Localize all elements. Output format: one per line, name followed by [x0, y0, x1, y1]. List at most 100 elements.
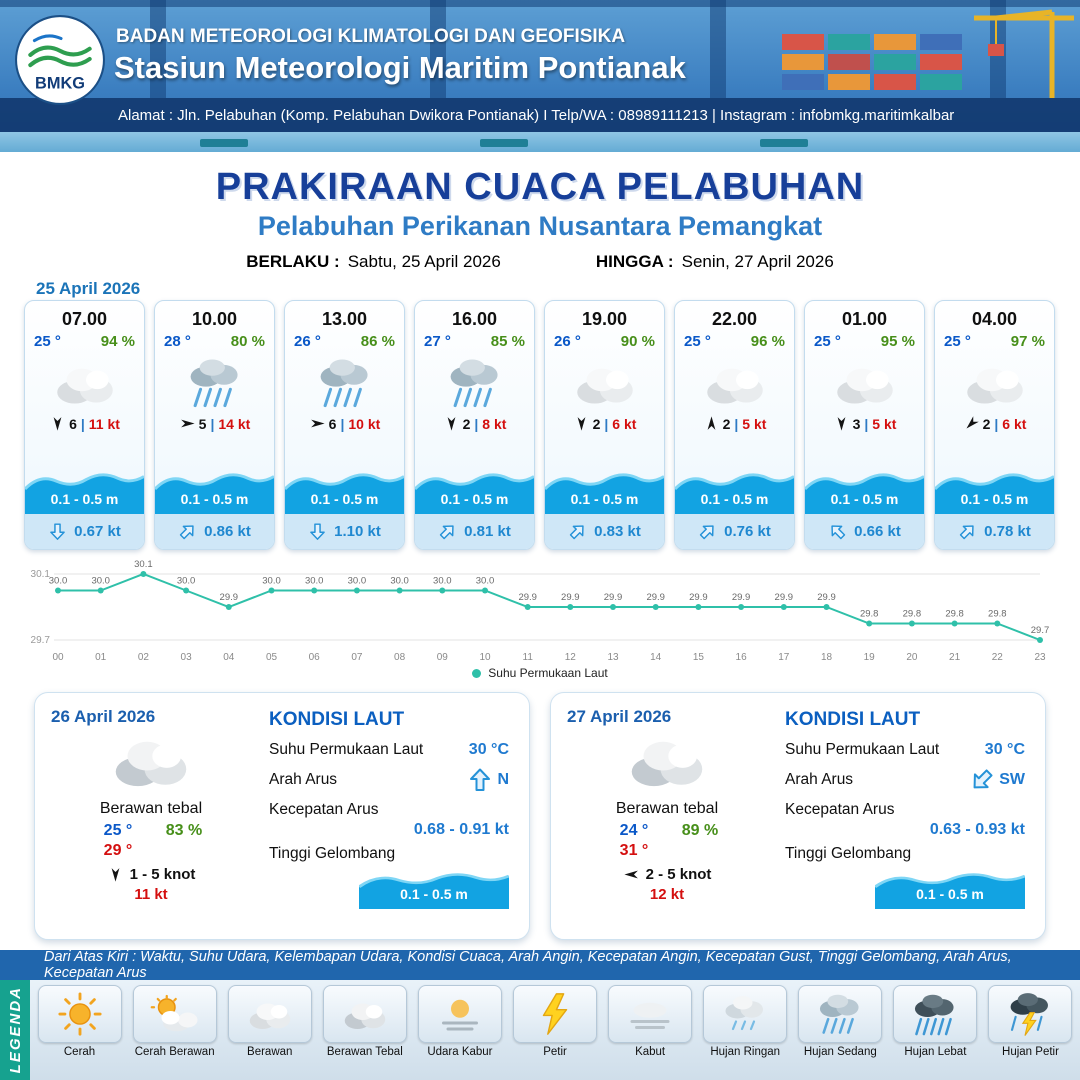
current-speed: 1.10 kt [334, 523, 381, 540]
wind-direction-icon [623, 866, 640, 883]
svg-text:18: 18 [821, 652, 833, 663]
humidity: 83 % [165, 822, 203, 839]
humidity: 85 % [490, 333, 525, 350]
current-speed-row: Kecepatan Arus [269, 801, 509, 819]
svg-text:29.8: 29.8 [860, 609, 879, 620]
legend-label: Hujan Lebat [904, 1046, 967, 1058]
separator: | [80, 415, 85, 432]
forecast-time: 01.00 [841, 309, 888, 329]
wave-height-band: 0.1 - 0.5 m [935, 464, 1054, 514]
min-temperature: 25 ° [103, 822, 133, 839]
svg-text:30.0: 30.0 [177, 576, 196, 587]
sea-conditions-heading: KONDISI LAUT [269, 709, 405, 730]
wave-height-label: Tinggi Gelombang [269, 845, 396, 862]
sea-conditions-column: KONDISI LAUT Suhu Permukaan Laut 30 °C A… [775, 707, 1025, 925]
svg-text:29.8: 29.8 [903, 609, 922, 620]
wind-speed: 6 [69, 415, 77, 432]
current-direction-label: Arah Arus [269, 771, 338, 788]
hingga-label: HINGGA : [595, 252, 674, 271]
wind-speed-range: 1 - 5 knot [129, 866, 196, 883]
temp-humidity-row: 28 ° 80 % [155, 330, 274, 350]
weather-icon [675, 353, 794, 413]
separator: | [864, 415, 869, 432]
humidity: 80 % [230, 333, 265, 350]
wave-height-value: 0.1 - 0.5 m [960, 491, 1029, 507]
legend-weather-icon [433, 991, 487, 1037]
legend-icon-box [417, 985, 502, 1043]
wind-speed: 5 [198, 415, 207, 432]
svg-text:29.9: 29.9 [775, 592, 794, 603]
window-frame-bar [150, 0, 166, 98]
agency-name: BADAN METEOROLOGI KLIMATOLOGI DAN GEOFIS… [116, 26, 626, 47]
svg-text:17: 17 [778, 652, 790, 663]
air-temperature: 26 ° [554, 333, 581, 350]
separator: | [474, 415, 479, 432]
separator: | [994, 415, 999, 432]
gust-speed: 11 kt [134, 886, 168, 903]
svg-text:03: 03 [181, 652, 193, 663]
hourly-forecast-row: 07.00 25 ° 94 % 6 | 11 kt 0.1 - 0.5 m 0.… [24, 300, 1056, 550]
wind-direction-icon [309, 415, 326, 432]
svg-text:00: 00 [52, 652, 64, 663]
hourly-forecast-card: 16.00 27 ° 85 % 2 | 8 kt 0.1 - 0.5 m 0.8… [414, 300, 535, 550]
current-row: 0.66 kt [805, 514, 924, 549]
wave-icon [155, 464, 274, 514]
temp-humidity-row: 26 ° 90 % [545, 330, 664, 350]
validity-row: BERLAKU : Sabtu, 25 April 2026 HINGGA : Se… [0, 252, 1080, 272]
current-direction-icon [824, 518, 851, 545]
weather-icon [155, 353, 274, 413]
legend-item: Kabut [603, 985, 698, 1058]
current-direction-icon [48, 522, 67, 541]
humidity: 90 % [620, 333, 655, 350]
wave-height-band: 0.1 - 0.5 m [545, 464, 664, 514]
sst-value: 30 °C [984, 741, 1025, 758]
wave-height-band: 0.1 - 0.5 m [415, 464, 534, 514]
weather-condition: Berawan tebal [99, 800, 203, 817]
window-frame-bar [710, 0, 726, 98]
svg-text:30.0: 30.0 [49, 576, 68, 587]
legend-icon-box [37, 985, 122, 1043]
wave-icon [285, 464, 404, 514]
wave-height-graphic: 0.1 - 0.5 m [875, 865, 1025, 909]
weather-condition: Berawan tebal [615, 800, 719, 817]
chart-legend-dot [472, 668, 482, 678]
wind-row: 2 | 5 kt [675, 415, 794, 432]
legend-items: Cerah Cerah Berawan Berawan Bera [32, 985, 1078, 1058]
legend-icon-box [893, 985, 978, 1043]
gust-speed: 10 kt [348, 415, 381, 432]
legend-label: Cerah [63, 1046, 96, 1058]
svg-text:29.9: 29.9 [689, 592, 708, 603]
gust-speed: 5 kt [872, 415, 897, 432]
current-speed: 0.78 kt [984, 523, 1031, 540]
seats-illustration [760, 139, 808, 147]
legend-label: Cerah Berawan [134, 1046, 215, 1058]
bmkg-logo: BMKG [15, 15, 105, 105]
gust-speed: 8 kt [482, 415, 507, 432]
legend-item: Hujan Lebat [888, 985, 983, 1058]
crane-illustration [974, 9, 1074, 98]
sea-conditions-column: KONDISI LAUT Suhu Permukaan Laut 30 °C A… [259, 707, 509, 925]
legend-item: Cerah Berawan [127, 985, 222, 1058]
current-direction-row: Arah Arus N [269, 767, 509, 793]
current-row: 1.10 kt [285, 514, 404, 549]
hourly-forecast-card: 07.00 25 ° 94 % 6 | 11 kt 0.1 - 0.5 m 0.… [24, 300, 145, 550]
wave-icon [25, 464, 144, 514]
wave-height-band: 0.1 - 0.5 m [805, 464, 924, 514]
wave-height-value: 0.1 - 0.5 m [310, 491, 379, 507]
weather-icon [935, 353, 1054, 413]
svg-text:07: 07 [351, 652, 363, 663]
wind-speed: 2 [982, 415, 991, 432]
svg-text:29.9: 29.9 [604, 592, 623, 603]
wave-icon [359, 865, 509, 909]
wave-icon [415, 464, 534, 514]
wave-icon [675, 464, 794, 514]
current-direction-icon [964, 762, 1001, 799]
station-name: Stasiun Meteorologi Maritim Pontianak [114, 50, 686, 85]
svg-text:30.0: 30.0 [476, 576, 495, 587]
weather-icon [285, 353, 404, 413]
header-banner: Alamat : Jln. Pelabuhan (Komp. Pelabuhan… [0, 0, 1080, 152]
sea-conditions-heading: KONDISI LAUT [785, 709, 921, 730]
legend-side-bar: LEGENDA [0, 980, 30, 1080]
svg-text:30.0: 30.0 [305, 576, 324, 587]
current-row: 0.81 kt [415, 514, 534, 549]
